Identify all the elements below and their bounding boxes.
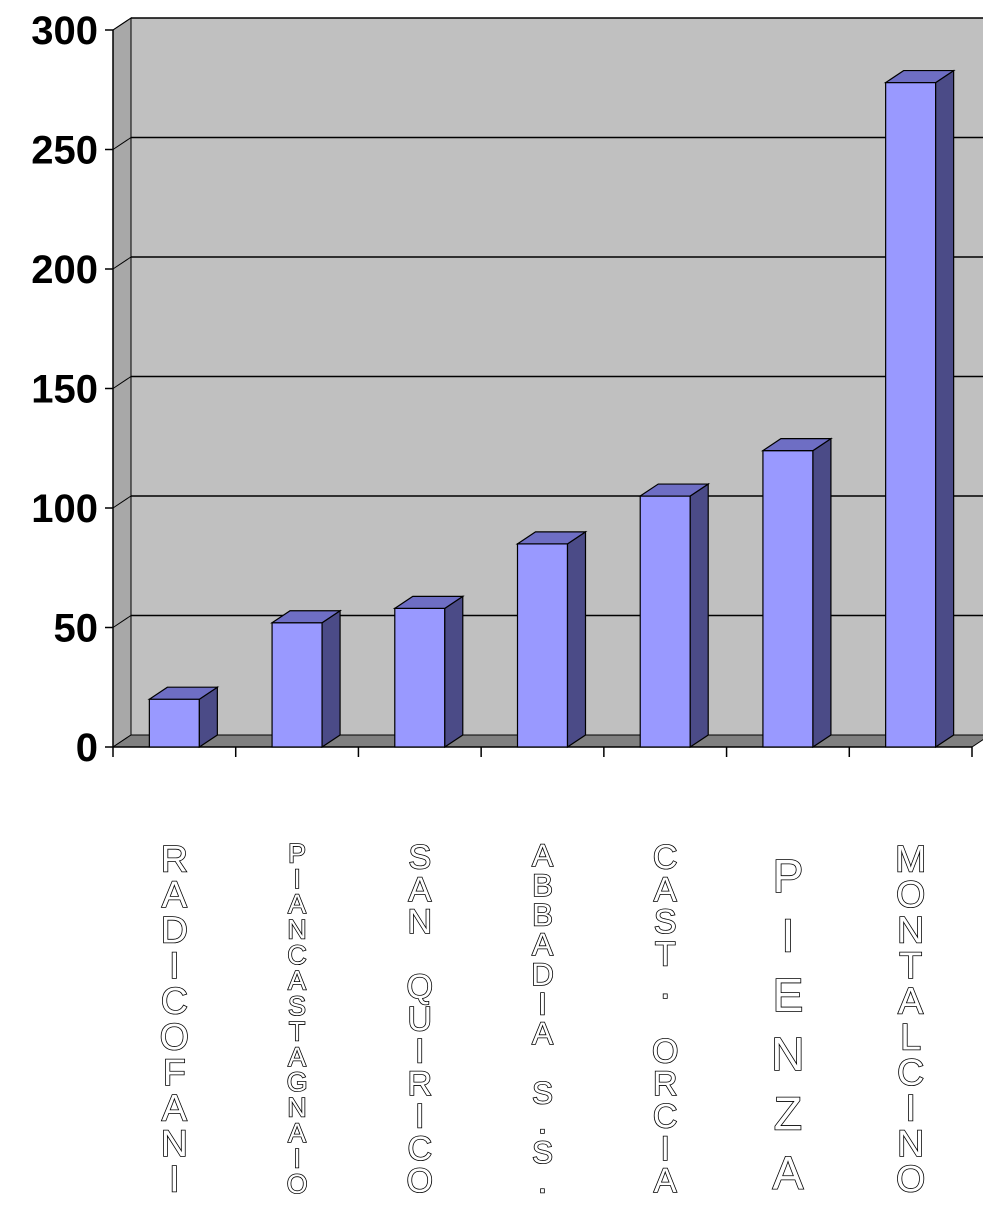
gridline-diagonal (112, 615, 132, 628)
y-tick-label: 50 (54, 607, 99, 651)
bar (638, 482, 711, 749)
bar (515, 530, 588, 749)
bar-side (321, 609, 341, 749)
bar (147, 686, 220, 749)
gridline-diagonal (112, 17, 132, 31)
bar (760, 437, 833, 749)
gridline-diagonal (112, 376, 132, 389)
bar (883, 69, 956, 749)
bar-front (394, 607, 446, 748)
bar-top (147, 686, 220, 700)
gridline-diagonal (112, 256, 132, 270)
bar-top (760, 438, 833, 452)
y-tick-label: 0 (76, 726, 98, 770)
gridline-diagonal (112, 137, 132, 150)
bar-top (392, 595, 465, 609)
bar-front (762, 450, 814, 748)
y-tick-label: 250 (31, 129, 98, 173)
bar-top (270, 610, 343, 624)
bar-side (812, 437, 832, 749)
y-tick-label: 300 (31, 9, 98, 53)
bar-front (516, 543, 569, 748)
x-tick-labels: R A D I C O F A N I P I A N C A S T A G N A I O S A N Q U I R I C O A B B A D… (159, 836, 927, 1201)
bar-top (638, 483, 711, 497)
bar-side (566, 530, 587, 749)
y-tick-labels: 0 50 100 150 200 250 300 (31, 9, 98, 770)
bars (147, 69, 956, 749)
bar (392, 595, 465, 749)
bar-front (639, 495, 691, 748)
bar-front (271, 622, 323, 748)
bar-top (883, 69, 956, 84)
bar-front (148, 698, 200, 748)
y-tick-label: 150 (31, 368, 98, 412)
y-tick-label: 200 (31, 248, 98, 292)
bar-top (515, 531, 588, 545)
bar (270, 609, 343, 749)
bar-side (935, 69, 955, 749)
bar-front (885, 81, 937, 748)
bar-side (444, 595, 464, 749)
gridlines (112, 17, 983, 628)
y-tick-label: 100 (31, 487, 98, 531)
gridline-diagonal (112, 495, 132, 509)
bar-side (689, 482, 709, 749)
